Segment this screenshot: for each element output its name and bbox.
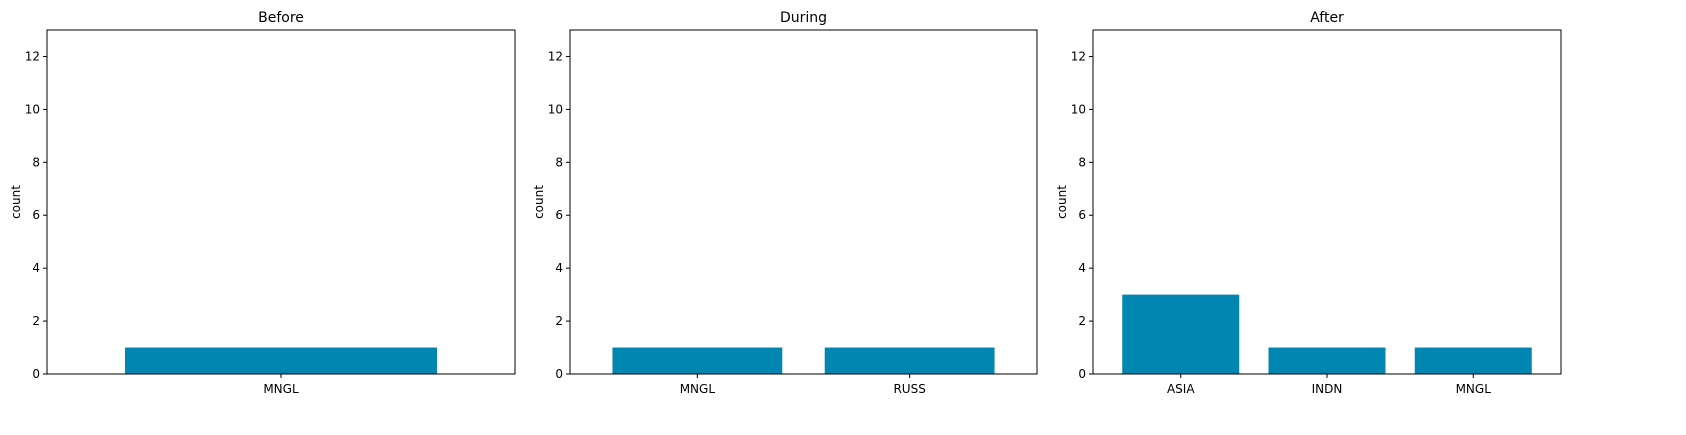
- bar-asia: [1122, 294, 1240, 374]
- plot-frame: [46, 29, 516, 375]
- bar-mngl: [125, 347, 437, 374]
- y-tick-label: 6: [555, 208, 563, 222]
- plot-frame: [569, 29, 1038, 375]
- y-tick-label: 4: [32, 261, 40, 275]
- y-tick-label: 4: [1078, 261, 1086, 275]
- y-tick-label: 12: [1071, 49, 1086, 63]
- y-tick-label: 2: [32, 314, 40, 328]
- y-tick-label: 8: [32, 155, 40, 169]
- y-tick-label: 2: [555, 314, 563, 328]
- y-tick-label: 10: [25, 102, 40, 116]
- bar-indn: [1268, 347, 1386, 374]
- chart-panel-3: 0 2 4 6 8 10 12 ASIA INDN MNGL After count: [1055, 10, 1562, 396]
- x-tick-label: ASIA: [1167, 382, 1195, 396]
- chart-title: After: [1310, 10, 1344, 26]
- y-axis-label: count: [9, 185, 23, 219]
- y-tick-label: 10: [1071, 102, 1086, 116]
- y-tick-label: 2: [1078, 314, 1086, 328]
- x-tick-label: RUSS: [893, 382, 925, 396]
- chart-panel-1: 0 2 4 6 8 10 12 MNGL Before count: [9, 10, 516, 396]
- y-tick-label: 0: [555, 367, 563, 381]
- y-tick-label: 12: [548, 49, 563, 63]
- x-tick-label: MNGL: [1456, 382, 1492, 396]
- y-tick-label: 0: [1078, 367, 1086, 381]
- chart-title: During: [780, 10, 827, 26]
- y-tick-label: 10: [548, 102, 563, 116]
- y-tick-label: 6: [32, 208, 40, 222]
- chart-title: Before: [258, 10, 304, 26]
- x-tick-label: MNGL: [680, 382, 716, 396]
- y-tick-label: 8: [555, 155, 563, 169]
- y-tick-label: 4: [555, 261, 563, 275]
- y-tick-label: 6: [1078, 208, 1086, 222]
- y-axis-label: count: [1055, 185, 1069, 219]
- y-tick-label: 8: [1078, 155, 1086, 169]
- x-tick-label: MNGL: [263, 382, 299, 396]
- bar-mngl: [1414, 347, 1532, 374]
- y-axis-label: count: [532, 185, 546, 219]
- chart-panel-2: 0 2 4 6 8 10 12 MNGL RUSS During count: [532, 10, 1038, 396]
- y-tick-label: 0: [32, 367, 40, 381]
- bar-mngl: [612, 347, 783, 374]
- y-tick-label: 12: [25, 49, 40, 63]
- bar-russ: [824, 347, 995, 374]
- x-tick-label: INDN: [1312, 382, 1343, 396]
